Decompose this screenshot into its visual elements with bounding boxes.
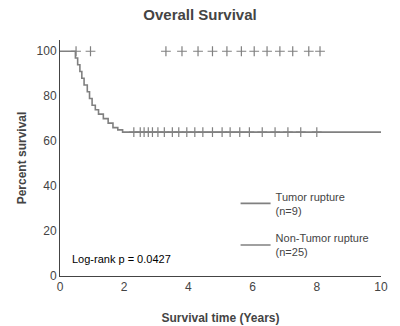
svg-text:2: 2 <box>121 280 128 294</box>
svg-text:Tumor rupture(n=9): Tumor rupture(n=9) <box>276 191 345 217</box>
svg-text:Percent survival: Percent survival <box>15 112 29 205</box>
svg-text:20: 20 <box>43 224 57 238</box>
svg-text:40: 40 <box>43 179 57 193</box>
svg-text:Overall Survival: Overall Survival <box>143 6 256 23</box>
svg-text:60: 60 <box>43 134 57 148</box>
svg-text:0: 0 <box>57 280 64 294</box>
svg-text:Non-Tumor rupture(n=25): Non-Tumor rupture(n=25) <box>276 232 369 258</box>
svg-text:100: 100 <box>37 44 57 58</box>
svg-text:0: 0 <box>50 269 57 283</box>
svg-text:6: 6 <box>249 280 256 294</box>
svg-text:Log-rank p = 0.0427: Log-rank p = 0.0427 <box>72 253 171 265</box>
svg-text:Survival time (Years): Survival time (Years) <box>161 311 279 325</box>
svg-text:8: 8 <box>313 280 320 294</box>
svg-text:80: 80 <box>43 89 57 103</box>
svg-text:4: 4 <box>185 280 192 294</box>
svg-text:10: 10 <box>374 280 388 294</box>
